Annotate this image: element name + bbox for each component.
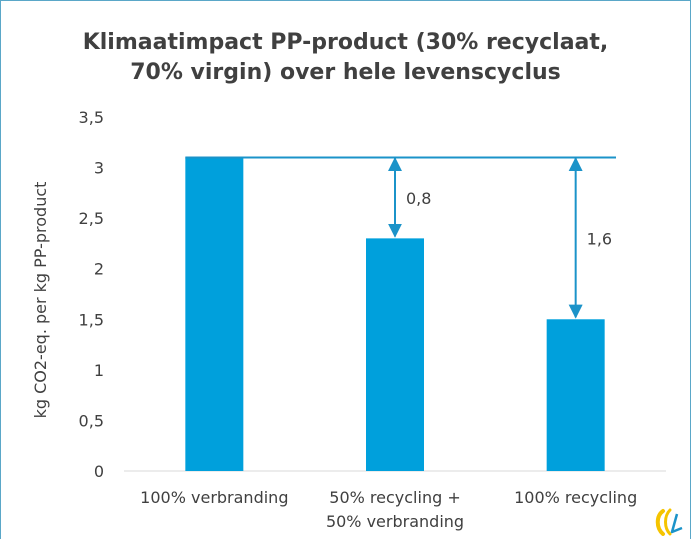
chart-title-line-1: Klimaatimpact PP-product (30% recyclaat, xyxy=(82,30,609,55)
bar xyxy=(546,319,605,471)
y-tick-label: 2 xyxy=(94,260,104,279)
x-tick-label: 100% verbranding xyxy=(140,488,288,507)
y-tick-label: 3,5 xyxy=(79,108,104,127)
y-tick-label: 2,5 xyxy=(79,209,104,228)
bar xyxy=(185,157,244,471)
chart-title: Klimaatimpact PP-product (30% recyclaat,… xyxy=(0,28,691,88)
y-tick-label: 1 xyxy=(94,361,104,380)
x-tick-label: 50% verbranding xyxy=(326,512,464,531)
y-tick-label: 0 xyxy=(94,462,104,481)
chart-title-line-2: 70% virgin) over hele levenscyclus xyxy=(130,60,561,85)
bar xyxy=(366,238,424,471)
difference-label: 0,8 xyxy=(406,189,431,208)
y-tick-label: 1,5 xyxy=(79,310,104,329)
y-axis-title: kg CO2-eq. per kg PP-product xyxy=(31,182,50,419)
y-tick-label: 0,5 xyxy=(79,411,104,430)
difference-label: 1,6 xyxy=(587,229,612,248)
brand-logo-icon xyxy=(655,508,683,536)
x-tick-label: 50% recycling + xyxy=(329,488,460,507)
y-tick-label: 3 xyxy=(94,159,104,178)
x-tick-label: 100% recycling xyxy=(514,488,637,507)
